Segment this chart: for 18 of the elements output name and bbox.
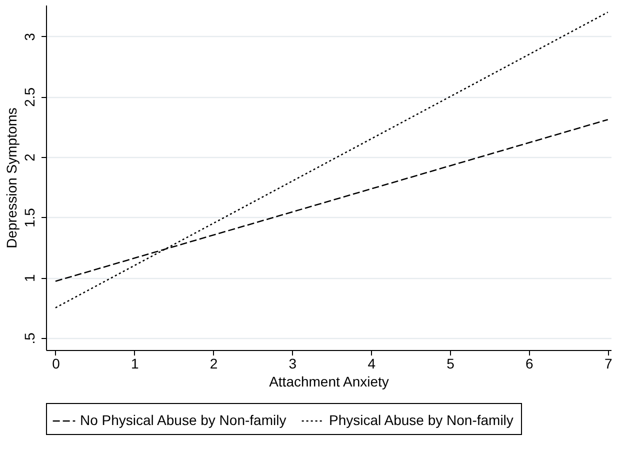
- y-tick-label: 3: [22, 32, 38, 41]
- legend-label: No Physical Abuse by Non-family: [80, 412, 286, 428]
- x-tick-label: 2: [210, 356, 218, 372]
- x-axis-title: Attachment Anxiety: [269, 374, 389, 390]
- y-tick-label: 2: [22, 153, 38, 162]
- legend-label: Physical Abuse by Non-family: [329, 412, 514, 428]
- y-tick-label: 2.5: [22, 87, 38, 107]
- x-tick-label: 0: [52, 356, 60, 372]
- x-tick-label: 7: [604, 356, 612, 372]
- x-tick-label: 3: [288, 356, 297, 372]
- y-axis-title: Depression Symptoms: [4, 108, 20, 248]
- x-tick-label: 1: [130, 356, 139, 372]
- y-tick-label: 1.5: [22, 208, 38, 228]
- x-tick-label: 5: [446, 356, 455, 372]
- y-tick-label: .5: [22, 332, 38, 344]
- x-tick-label: 4: [368, 356, 376, 372]
- y-tick-label: 1: [22, 274, 38, 282]
- x-tick-label: 6: [526, 356, 534, 372]
